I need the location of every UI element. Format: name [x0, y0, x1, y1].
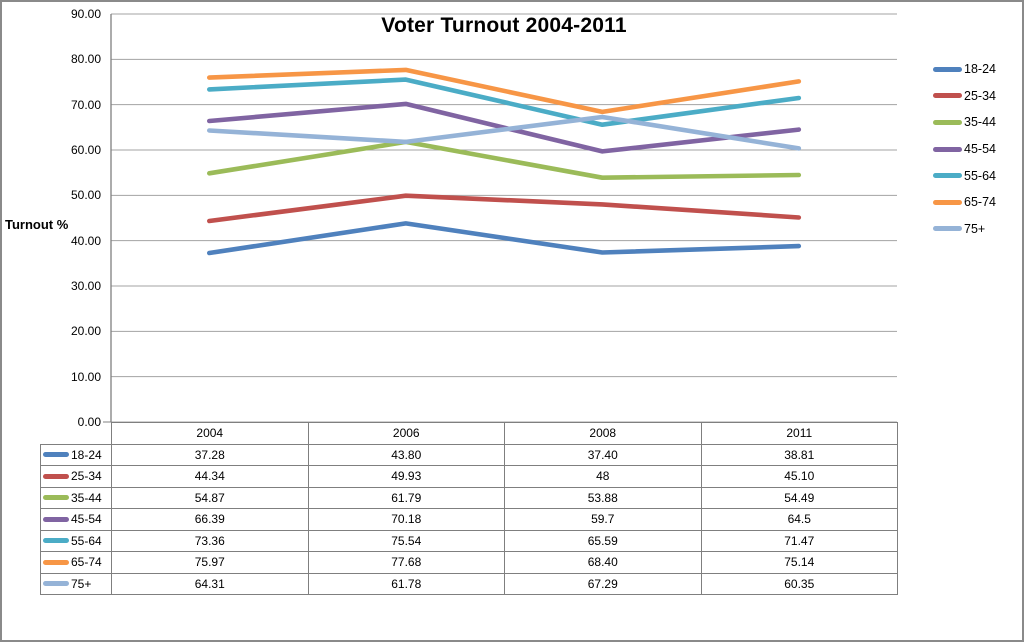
series-swatch-25-34	[933, 93, 962, 99]
value-cell: 77.68	[307, 551, 505, 574]
series-label-cell: 18-24	[40, 443, 112, 466]
value-cell: 75.14	[700, 551, 898, 574]
y-tick-label: 40.00	[70, 233, 101, 248]
series-swatch-75plus	[933, 226, 962, 232]
legend-label: 75+	[964, 221, 986, 236]
value-cell: 64.31	[111, 572, 309, 595]
value-cell: 61.79	[307, 486, 505, 509]
year-header: 2006	[307, 422, 505, 445]
table-row: 65-74 75.97 77.68 68.40 75.14	[40, 551, 898, 574]
table-header-row: 2004 2006 2008 2011	[41, 422, 898, 445]
series-swatch-18-24	[933, 66, 962, 72]
table-row: 35-44 54.87 61.79 53.88 54.49	[40, 486, 898, 509]
series-key-swatch	[43, 538, 69, 544]
value-cell: 66.39	[111, 508, 309, 531]
legend-item: 65-74	[933, 189, 996, 216]
series-key-swatch	[43, 581, 69, 587]
y-tick-label: 70.00	[70, 97, 101, 112]
value-cell: 54.87	[111, 486, 309, 509]
series-key-swatch	[43, 473, 69, 479]
data-table: 2004 2006 2008 2011 18-24 37.28 43.80 37…	[40, 422, 898, 595]
legend-item: 55-64	[933, 162, 996, 189]
value-cell: 73.36	[111, 529, 309, 552]
table-row: 25-34 44.34 49.93 48 45.10	[40, 465, 898, 488]
value-cell: 44.34	[111, 465, 309, 488]
table-row: 18-24 37.28 43.80 37.40 38.81	[40, 443, 898, 466]
series-label: 55-64	[71, 533, 102, 548]
value-cell: 59.7	[504, 508, 702, 531]
value-cell: 75.97	[111, 551, 309, 574]
value-cell: 61.78	[307, 572, 505, 595]
series-label-cell: 45-54	[40, 508, 112, 531]
series-label: 75+	[71, 576, 92, 591]
series-label: 65-74	[71, 555, 102, 570]
y-tick-label: 10.00	[70, 369, 101, 384]
legend-label: 25-34	[964, 88, 996, 103]
table-row: 45-54 66.39 70.18 59.7 64.5	[40, 508, 898, 531]
legend-item: 18-24	[933, 56, 996, 83]
year-header: 2004	[111, 422, 309, 445]
value-cell: 71.47	[700, 529, 898, 552]
series-label: 45-54	[71, 512, 102, 527]
series-label-cell: 75+	[40, 572, 112, 595]
y-tick-label: 0.00	[77, 415, 101, 429]
series-swatch-35-44	[933, 119, 962, 125]
series-label-cell: 25-34	[40, 465, 112, 488]
series-swatch-55-64	[933, 173, 962, 179]
value-cell: 75.54	[307, 529, 505, 552]
value-cell: 37.40	[504, 443, 702, 466]
series-key-swatch	[43, 452, 69, 458]
series-label-cell: 55-64	[40, 529, 112, 552]
value-cell: 48	[504, 465, 702, 488]
legend-label: 35-44	[964, 115, 996, 130]
value-cell: 70.18	[307, 508, 505, 531]
legend-label: 18-24	[964, 62, 996, 77]
legend-label: 65-74	[964, 195, 996, 210]
y-tick-label: 20.00	[70, 324, 101, 339]
value-cell: 65.59	[504, 529, 702, 552]
y-axis-title: Turnout %	[5, 217, 69, 232]
value-cell: 53.88	[504, 486, 702, 509]
value-cell: 37.28	[111, 443, 309, 466]
y-tick-label: 60.00	[70, 143, 101, 157]
year-header: 2008	[504, 422, 702, 445]
legend-item: 75+	[933, 216, 996, 243]
legend-item: 25-34	[933, 83, 996, 110]
series-label: 25-34	[71, 469, 102, 484]
value-cell: 60.35	[700, 572, 898, 595]
series-label: 18-24	[71, 447, 102, 462]
value-cell: 45.10	[700, 465, 898, 488]
legend-label: 45-54	[964, 142, 996, 157]
value-cell: 49.93	[307, 465, 505, 488]
legend-item: 45-54	[933, 136, 996, 163]
series-key-swatch	[43, 559, 69, 565]
year-header: 2011	[700, 422, 898, 445]
value-cell: 43.80	[307, 443, 505, 466]
legend-label: 55-64	[964, 168, 996, 183]
series-label-cell: 65-74	[40, 551, 112, 574]
y-tick-label: 50.00	[70, 188, 101, 203]
series-key-swatch	[43, 516, 69, 522]
table-row: 75+ 64.31 61.78 67.29 60.35	[40, 572, 898, 595]
series-swatch-65-74	[933, 199, 962, 205]
value-cell: 67.29	[504, 572, 702, 595]
y-tick-label: 90.00	[70, 7, 101, 21]
legend: 18-24 25-34 35-44 45-54 55-64 65-74 75+	[933, 56, 996, 242]
value-cell: 64.5	[700, 508, 898, 531]
series-key-swatch	[43, 495, 69, 501]
value-cell: 68.40	[504, 551, 702, 574]
series-swatch-45-54	[933, 146, 962, 152]
value-cell: 38.81	[700, 443, 898, 466]
legend-item: 35-44	[933, 109, 996, 136]
y-tick-label: 80.00	[70, 52, 101, 67]
table-corner-cell	[41, 423, 112, 445]
value-cell: 54.49	[700, 486, 898, 509]
series-label-cell: 35-44	[40, 486, 112, 509]
series-label: 35-44	[71, 490, 102, 505]
chart-title: Voter Turnout 2004-2011	[381, 14, 627, 37]
table-row: 55-64 73.36 75.54 65.59 71.47	[40, 529, 898, 552]
y-tick-label: 30.00	[70, 279, 101, 293]
plot-area	[103, 13, 897, 423]
